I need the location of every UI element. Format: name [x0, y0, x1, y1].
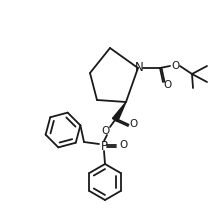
Text: O: O — [171, 61, 179, 71]
Polygon shape — [112, 102, 126, 122]
Text: O: O — [102, 126, 110, 136]
Text: O: O — [130, 119, 138, 129]
Text: P: P — [101, 140, 108, 153]
Text: O: O — [119, 140, 127, 150]
Text: O: O — [164, 80, 172, 90]
Text: N: N — [135, 61, 143, 73]
